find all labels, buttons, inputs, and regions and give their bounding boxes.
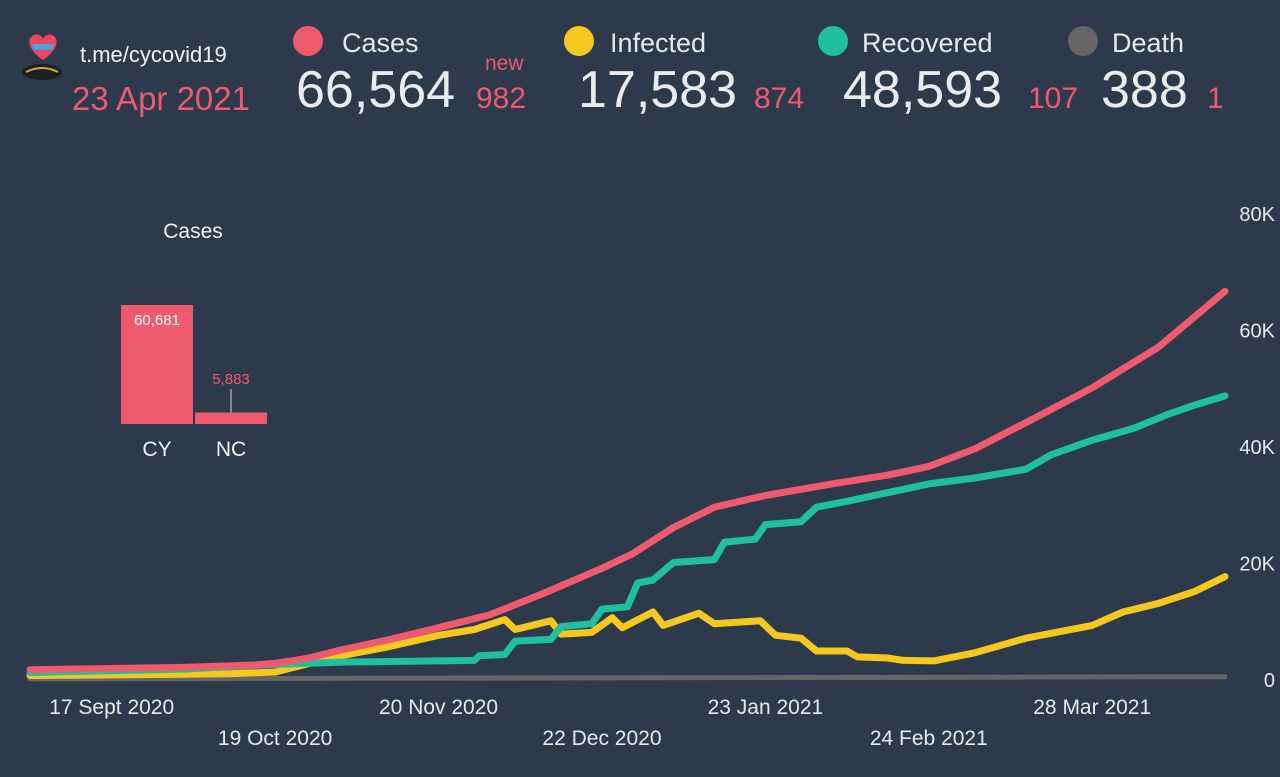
bar-nc-value: 5,883 <box>212 371 250 388</box>
infected-new: 874 <box>754 82 805 115</box>
x-axis: 17 Sept 2020 19 Oct 2020 20 Nov 2020 22 Dec… <box>49 696 1151 750</box>
cases-total: 66,564 <box>296 61 456 119</box>
bar-cy <box>121 305 193 424</box>
death-new: 1 <box>1207 82 1224 115</box>
series-line-death <box>27 674 1228 682</box>
channel-link[interactable]: t.me/cycovid19 <box>80 42 227 67</box>
recovered-legend-dot <box>818 26 848 56</box>
x-tick-label: 24 Feb 2021 <box>870 727 988 750</box>
x-tick-label: 20 Nov 2020 <box>379 696 498 719</box>
infected-legend-label: Infected <box>610 28 707 58</box>
bar-cy-value: 60,681 <box>134 312 180 329</box>
death-total: 388 <box>1101 61 1188 119</box>
cases-legend-dot <box>293 26 323 56</box>
heart-logo-icon <box>18 30 68 84</box>
bar-nc <box>195 412 267 424</box>
y-axis: 0 20K 40K 60K 80K <box>1239 204 1275 692</box>
x-tick-label: 28 Mar 2021 <box>1033 696 1151 719</box>
new-label: new <box>485 52 524 75</box>
death-legend-label: Death <box>1112 28 1185 58</box>
bar-chart-title: Cases <box>163 220 223 243</box>
x-tick-label: 22 Dec 2020 <box>542 727 661 750</box>
y-tick-label: 60K <box>1239 321 1275 343</box>
x-tick-label: 23 Jan 2021 <box>708 696 824 719</box>
bar-cy-label: CY <box>142 438 171 461</box>
cases-new: 982 <box>476 82 527 115</box>
cases-legend-label: Cases <box>342 28 419 58</box>
infected-legend-dot <box>564 26 594 56</box>
recovered-total: 48,593 <box>843 61 1003 119</box>
infected-total: 17,583 <box>578 61 738 119</box>
series-line-recovered <box>26 392 1229 677</box>
report-date: 23 Apr 2021 <box>72 80 250 117</box>
series-line-infected <box>26 573 1229 679</box>
bar-nc-label: NC <box>216 438 246 461</box>
y-tick-label: 20K <box>1239 554 1275 576</box>
recovered-legend-label: Recovered <box>862 28 993 58</box>
y-tick-label: 80K <box>1239 204 1275 226</box>
y-tick-label: 40K <box>1239 437 1275 459</box>
y-tick-label: 0 <box>1264 670 1275 692</box>
death-legend-dot <box>1068 26 1098 56</box>
recovered-new: 107 <box>1028 82 1079 115</box>
x-tick-label: 19 Oct 2020 <box>218 727 332 750</box>
series-layer <box>26 287 1229 682</box>
series-line-cases <box>26 287 1229 674</box>
x-tick-label: 17 Sept 2020 <box>49 696 174 719</box>
